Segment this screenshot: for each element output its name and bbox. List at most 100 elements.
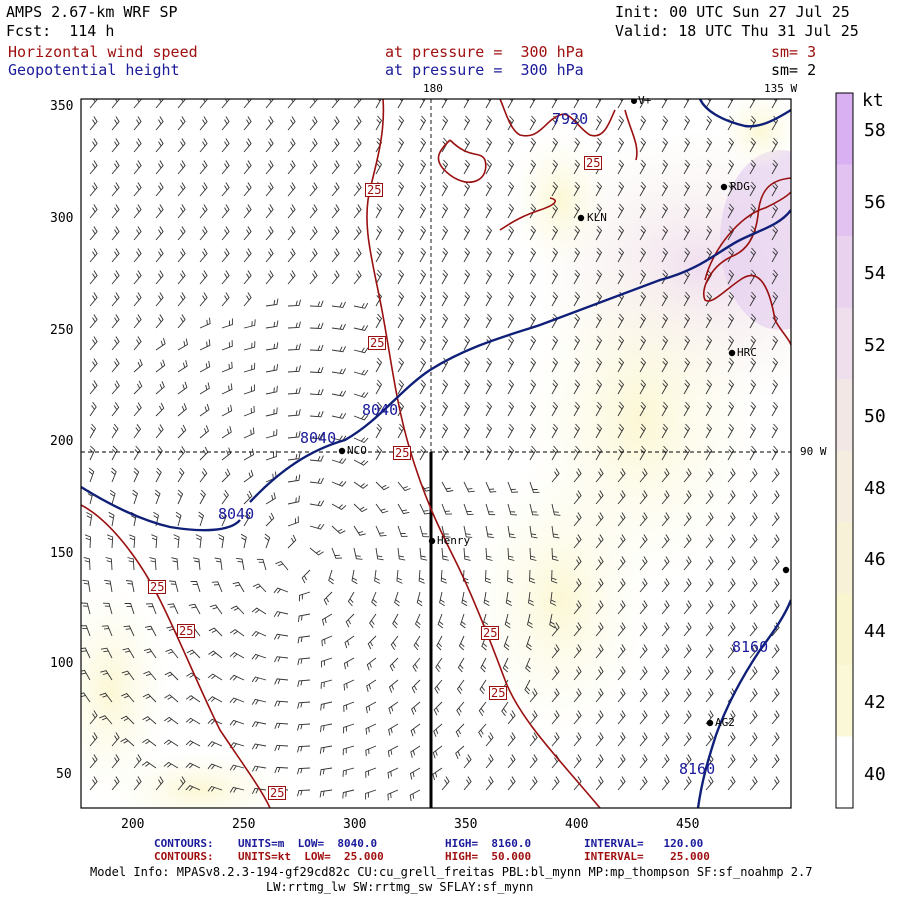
wind-barb [771,445,779,461]
wind-barb [441,313,449,329]
wind-barb [639,247,647,263]
wind-barb [177,160,186,175]
wind-barb [287,495,300,505]
wind-barb [177,424,187,439]
wind-barb [287,365,301,373]
wind-barb [617,776,626,791]
wind-barb [309,344,324,351]
wind-barb [221,468,231,483]
wind-barb [661,357,669,373]
wind-barb [441,481,454,493]
wind-barb [705,512,714,527]
wind-barb [705,115,713,131]
wind-barb [111,358,120,373]
wind-barb [309,547,324,556]
wind-barb [83,556,91,571]
wind-barb [705,159,713,175]
wind-barb [353,547,363,560]
wind-barb [331,99,340,109]
wind-barb [236,557,245,571]
wind-barb [309,477,324,484]
wind-barb [111,138,120,153]
wind-barb [81,625,91,637]
wind-barb [617,115,625,131]
wind-barb [441,181,449,197]
wind-barb [463,203,471,219]
meridian-label-135w: 135 W [764,82,798,95]
wind-barb [639,291,647,307]
wind-barb [683,445,691,461]
wind-barb [389,657,399,672]
wind-barb [252,583,267,593]
wind-barb [243,226,252,241]
wind-barb [89,380,98,395]
wind-barb [331,204,340,219]
wind-barb [727,357,735,373]
wind-barb [256,558,267,571]
wind-barb [365,767,377,778]
map-area [81,99,791,808]
wind-barb [771,644,780,659]
wind-barb [639,379,647,395]
x-tick-label: 200 [121,817,145,832]
wind-barb [463,115,471,131]
colorbar-tick-label: 48 [864,477,886,499]
wind-barb [251,721,267,728]
wind-barb [485,754,494,769]
wind-barb [309,411,324,418]
wind-barb [507,445,515,461]
wind-barb [111,336,120,351]
wind-barb [595,754,604,769]
wind-barb [133,359,143,373]
wind-barb [551,468,560,483]
wind-barb [397,313,405,329]
wind-barb [551,379,559,395]
wind-barb [155,424,164,439]
wind-barb [463,754,472,769]
wind-barb [551,503,561,516]
wind-barb [89,423,97,439]
wind-barb [309,99,318,109]
wind-barb [273,633,289,640]
forecast-hour: Fcst: 114 h [6,22,115,40]
wind-barb [265,385,278,395]
wind-barb [749,203,757,219]
wind-barb [320,701,333,711]
wind-contour-label: 25 [368,336,387,350]
wind-barb [525,635,532,651]
wind-barb [485,137,493,153]
wind-barb [390,635,399,650]
wind-barb [485,445,493,461]
wind-barb [397,203,405,219]
wind-barb [185,762,201,769]
wind-barb [771,600,780,615]
wind-barb [331,160,340,175]
wind-barb [232,581,245,593]
wind-barb [749,159,757,175]
wind-barb [155,160,164,175]
wind-barb [771,776,780,791]
wind-barb [457,657,465,673]
wind-barb [230,628,245,637]
wind-barb [661,622,670,637]
wind-barb [287,270,296,285]
wind-barb [199,204,208,219]
wind-barb [397,357,405,373]
wind-barb [375,547,384,561]
wind-barb [301,569,311,584]
wind-barb [455,723,465,738]
wind-barb [343,701,355,712]
wind-barb [221,182,230,197]
wind-barb [507,159,515,175]
wind-barb [320,723,333,733]
wind-barb [164,671,179,681]
wind-barb [529,137,537,153]
wind-barb [771,512,780,527]
wind-barb [155,467,162,483]
wind-barb [683,688,692,703]
wind-barb [727,335,735,351]
colorbar-tick-label: 46 [864,549,886,571]
wind-barb [507,503,517,516]
wind-barb [309,455,324,462]
wind-barb [528,591,535,606]
